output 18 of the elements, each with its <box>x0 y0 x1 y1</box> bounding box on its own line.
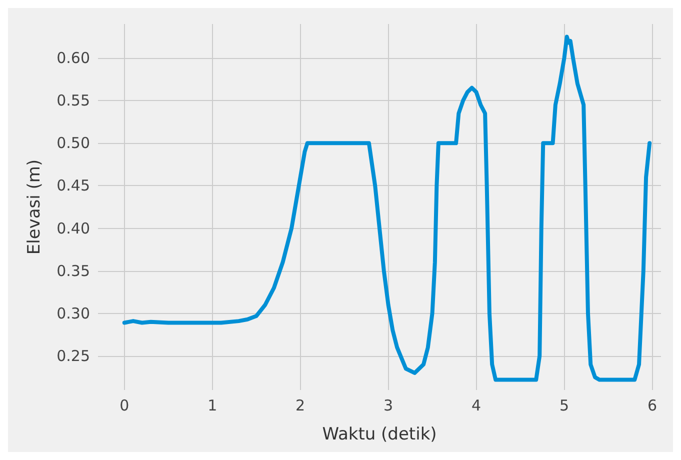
x-tick-label: 6 <box>647 396 657 414</box>
y-tick-label: 0.50 <box>56 134 90 152</box>
x-tick-label: 5 <box>559 396 570 414</box>
x-tick-label: 3 <box>384 396 394 414</box>
x-tick-label: 1 <box>208 396 218 414</box>
x-tick-label: 0 <box>120 396 130 414</box>
y-tick-label: 0.25 <box>56 346 90 365</box>
x-tick-label: 4 <box>471 396 482 414</box>
x-tick-label: 2 <box>296 396 306 414</box>
x-axis-title: Waktu (detik) <box>322 424 437 444</box>
y-axis-title: Elevasi (m) <box>24 159 44 255</box>
y-tick-label: 0.30 <box>56 304 90 322</box>
y-tick-label: 0.60 <box>56 49 90 68</box>
line-series <box>122 34 652 382</box>
y-tick-label: 0.35 <box>56 262 90 280</box>
y-tick-label: 0.45 <box>56 176 90 195</box>
y-tick-label: 0.40 <box>56 219 90 238</box>
y-tick-label: 0.55 <box>56 92 90 110</box>
